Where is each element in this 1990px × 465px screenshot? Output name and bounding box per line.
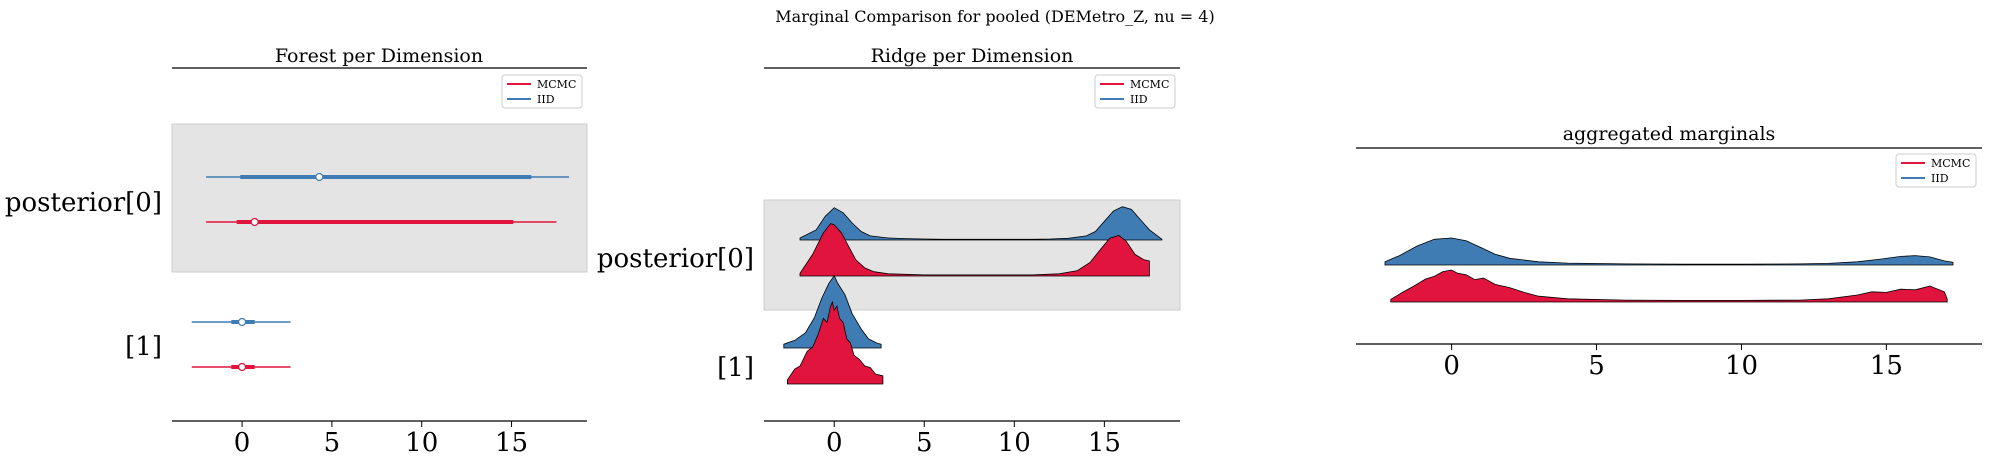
- ridge-ylabel-posterior0: posterior[0]: [597, 244, 754, 274]
- aggregated-title: aggregated marginals: [1563, 123, 1776, 145]
- forest-panel: Forest per Dimension posterior[0] [1] 0 5…: [5, 45, 588, 458]
- suptitle: Marginal Comparison for pooled (DEMetro_…: [775, 7, 1214, 26]
- forest-tick-label-0: 0: [234, 428, 251, 458]
- aggregated-mcmc-density: [1390, 269, 1948, 303]
- aggregated-panel: aggregated marginals 0 5 10 15 MCMC IID: [1356, 123, 1982, 381]
- ridge-x-axis: 0 5 10 15: [826, 421, 1121, 458]
- aggregated-legend: MCMC IID: [1895, 153, 1977, 188]
- forest-ylabel-1: [1]: [125, 332, 162, 362]
- forest-mcmc-dim0-median-point: [250, 217, 259, 227]
- forest-tick-label-10: 10: [405, 428, 438, 458]
- ridge-legend: MCMC IID: [1094, 74, 1176, 109]
- forest-marks: [191, 172, 570, 372]
- aggregated-legend-mcmc-label: MCMC: [1931, 157, 1970, 170]
- aggregated-tick-label-10: 10: [1725, 351, 1758, 381]
- forest-title: Forest per Dimension: [275, 45, 483, 67]
- ridge-legend-iid-label: IID: [1130, 93, 1148, 106]
- forest-ylabel-posterior0: posterior[0]: [5, 188, 162, 218]
- aggregated-marks: [1384, 237, 1954, 303]
- ridge-tick-label-5: 5: [916, 428, 933, 458]
- forest-legend: MCMC IID: [501, 74, 583, 109]
- ridge-marks: [783, 206, 1163, 385]
- ridge-tick-label-10: 10: [998, 428, 1031, 458]
- aggregated-tick-label-15: 15: [1870, 351, 1903, 381]
- forest-mcmc-dim1-median-point: [237, 362, 247, 372]
- ridge-tick-label-15: 15: [1088, 428, 1121, 458]
- forest-tick-label-5: 5: [324, 428, 341, 458]
- ridge-title: Ridge per Dimension: [871, 45, 1074, 67]
- ridge-panel: Ridge per Dimension posterior[0] [1] 0 5 1…: [597, 45, 1181, 458]
- forest-iid-dim0-median-point: [315, 172, 324, 182]
- aggregated-legend-iid-label: IID: [1931, 172, 1949, 185]
- ridge-mcmc-dim1-density: [787, 300, 884, 385]
- ridge-legend-mcmc-label: MCMC: [1130, 78, 1169, 91]
- forest-iid-dim1-median-point: [237, 317, 247, 327]
- ridge-ylabel-1: [1]: [717, 353, 754, 383]
- ridge-mcmc-dim0-density: [799, 223, 1150, 277]
- forest-x-axis: 0 5 10 15: [234, 421, 528, 458]
- aggregated-iid-density: [1384, 237, 1954, 266]
- aggregated-tick-label-5: 5: [1588, 351, 1605, 381]
- forest-tick-label-15: 15: [495, 428, 528, 458]
- forest-posterior0-band: [171, 123, 588, 273]
- aggregated-tick-label-0: 0: [1443, 351, 1460, 381]
- aggregated-x-axis: 0 5 10 15: [1443, 344, 1903, 381]
- forest-legend-iid-label: IID: [537, 93, 555, 106]
- forest-legend-mcmc-label: MCMC: [537, 78, 576, 91]
- ridge-tick-label-0: 0: [826, 428, 843, 458]
